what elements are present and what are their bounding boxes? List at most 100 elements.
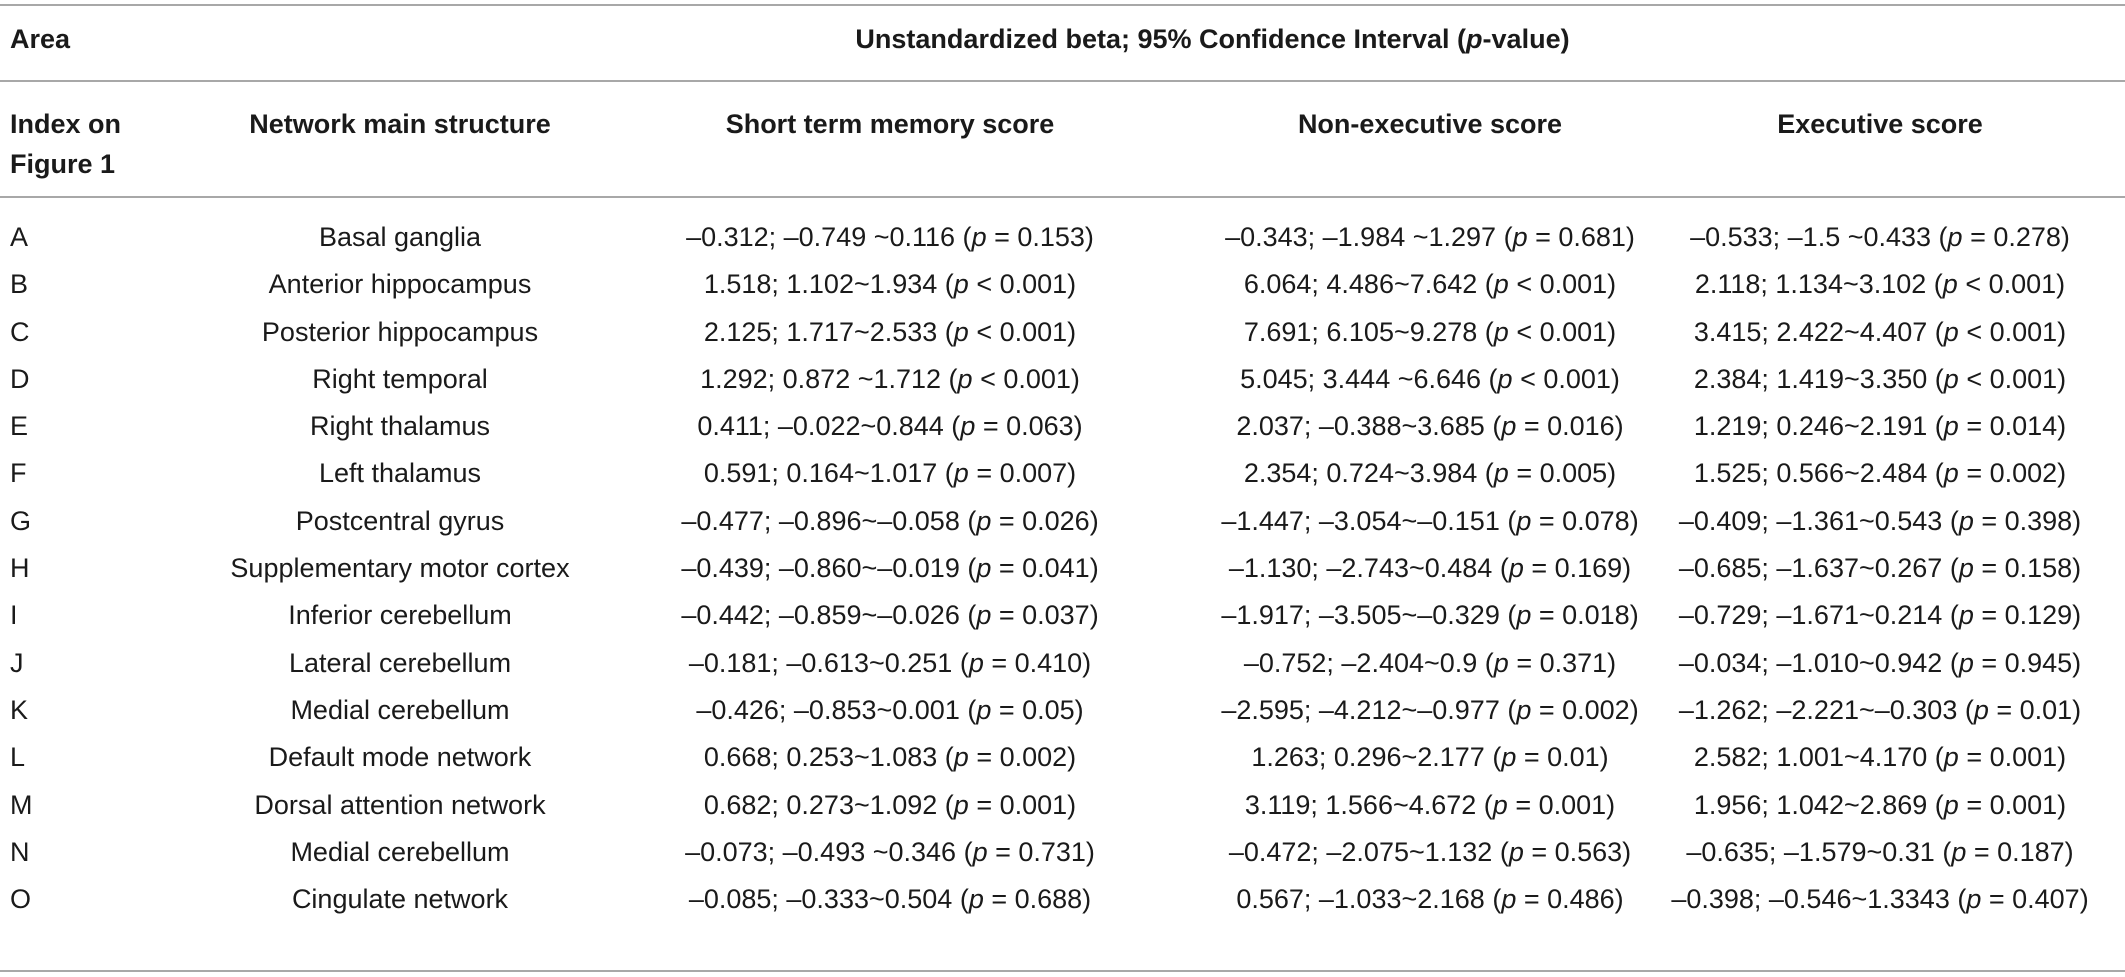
cell-stm-part: p	[976, 694, 992, 725]
cell-exec-part: 3.415; 2.422~4.407 (	[1693, 316, 1944, 347]
cell-stm-part: p	[960, 411, 976, 442]
cell-exec-part: –0.409; –1.361~0.543 (	[1678, 505, 1959, 536]
cell-stm: 1.518; 1.102~1.934 (p < 0.001)	[620, 261, 1160, 308]
cell-stm-part: –0.477; –0.896~–0.058 (	[681, 505, 977, 536]
table-row: G Postcentral gyrus –0.477; –0.896~–0.058 …	[0, 498, 2125, 545]
cell-exec-part: < 0.001)	[1957, 269, 2066, 300]
cell-nonexec-part: p	[1516, 600, 1532, 631]
cell-nonexec-part: 2.354; 0.724~3.984 (	[1243, 458, 1494, 489]
cell-exec: –0.685; –1.637~0.267 (p = 0.158)	[1640, 545, 2120, 592]
cell-nonexec-part: = 0.371)	[1508, 647, 1617, 678]
cell-stm: –0.439; –0.860~–0.019 (p = 0.041)	[620, 545, 1160, 592]
cell-nonexec-part: 2.037; –0.388~3.685 (	[1236, 411, 1502, 442]
cell-nonexec-part: p	[1493, 647, 1509, 678]
cell-exec-part: 2.384; 1.419~3.350 (	[1693, 363, 1944, 394]
cell-index: B	[10, 269, 29, 300]
cell-stm-part: = 0.007)	[968, 458, 1077, 489]
cell-stm: 0.682; 0.273~1.092 (p = 0.001)	[620, 782, 1160, 829]
cell-nonexec-part: = 0.005)	[1508, 458, 1617, 489]
cell-nonexec-part: p	[1508, 836, 1524, 867]
cell-nonexec: –1.130; –2.743~0.484 (p = 0.169)	[1140, 545, 1720, 592]
table-row: L Default mode network 0.668; 0.253~1.083 …	[0, 734, 2125, 781]
cell-nonexec-part: = 0.486)	[1516, 884, 1624, 915]
cell-index: O	[10, 884, 32, 915]
cell-nonexec: –0.472; –2.075~1.132 (p = 0.563)	[1140, 829, 1720, 876]
cell-exec: –0.398; –0.546~1.3343 (p = 0.407)	[1640, 876, 2120, 923]
cell-stm: 0.668; 0.253~1.083 (p = 0.002)	[620, 734, 1160, 781]
table-row: F Left thalamus 0.591; 0.164~1.017 (p = 0.…	[0, 450, 2125, 497]
cell-exec-part: = 0.407)	[1981, 884, 2089, 915]
cell-stm-part: –0.181; –0.613~0.251 (	[688, 647, 969, 678]
cell-structure: Basal ganglia	[318, 222, 482, 252]
cell-stm-part: p	[957, 363, 973, 394]
column-header-index-line1: Index on	[10, 109, 122, 139]
cell-nonexec-part: –0.343; –1.984 ~1.297 (	[1225, 222, 1513, 252]
cell-stm: 0.591; 0.164~1.017 (p = 0.007)	[620, 450, 1160, 497]
cell-nonexec-part: p	[1516, 694, 1532, 725]
cell-nonexec: 6.064; 4.486~7.642 (p < 0.001)	[1140, 261, 1720, 308]
cell-structure: Cingulate network	[291, 884, 509, 915]
cell-nonexec-part: p	[1501, 742, 1517, 773]
cell-stm-part: p	[972, 836, 988, 867]
cell-nonexec: –1.917; –3.505~–0.329 (p = 0.018)	[1140, 592, 1720, 639]
cell-stm-part: < 0.001)	[968, 269, 1077, 300]
cell-exec-part: –0.635; –1.579~0.31 (	[1686, 836, 1952, 867]
cell-nonexec-part: = 0.001)	[1507, 789, 1616, 820]
cell-index: G	[10, 505, 32, 536]
cell-stm-part: p	[976, 600, 992, 631]
cell-nonexec-part: 7.691; 6.105~9.278 (	[1243, 316, 1494, 347]
cell-structure: Supplementary motor cortex	[230, 553, 570, 584]
cell-exec-part: p	[1943, 363, 1959, 394]
cell-nonexec-part: p	[1501, 884, 1517, 915]
cell-exec-part: p	[1943, 742, 1959, 773]
cell-stm-part: = 0.410)	[983, 647, 1092, 678]
cell-index: I	[10, 600, 18, 631]
cell-stm-part: –0.073; –0.493 ~0.346 (	[685, 836, 973, 867]
cell-stm-part: = 0.026)	[991, 505, 1099, 536]
cell-nonexec-part: = 0.078)	[1531, 505, 1639, 536]
cell-exec-part: p	[1958, 505, 1974, 536]
cell-nonexec-part: –0.752; –2.404~0.9 (	[1243, 647, 1494, 678]
cell-stm-part: = 0.05)	[991, 694, 1084, 725]
cell-exec: 2.582; 1.001~4.170 (p = 0.001)	[1640, 734, 2120, 781]
cell-exec-part: = 0.945)	[1973, 647, 2082, 678]
table-row: C Posterior hippocampus 2.125; 1.717~2.533…	[0, 309, 2125, 356]
cell-nonexec-part: –0.472; –2.075~1.132 (	[1228, 836, 1509, 867]
table-row: D Right temporal 1.292; 0.872 ~1.712 (p < …	[0, 356, 2125, 403]
cell-exec-part: p	[1947, 222, 1963, 252]
cell-stm-part: = 0.001)	[968, 789, 1077, 820]
cell-exec-part: p	[1958, 600, 1974, 631]
cell-nonexec-part: p	[1512, 222, 1528, 252]
table-row: A Basal ganglia –0.312; –0.749 ~0.116 (p =…	[0, 214, 2125, 261]
cell-nonexec-part: p	[1493, 269, 1509, 300]
cell-exec-part: p	[1943, 458, 1959, 489]
cell-nonexec: 2.354; 0.724~3.984 (p = 0.005)	[1140, 450, 1720, 497]
cell-exec-part: –0.533; –1.5 ~0.433 (	[1690, 222, 1948, 252]
cell-nonexec: 3.119; 1.566~4.672 (p = 0.001)	[1140, 782, 1720, 829]
cell-exec: 1.525; 0.566~2.484 (p = 0.002)	[1640, 450, 2120, 497]
cell-nonexec: 1.263; 0.296~2.177 (p = 0.01)	[1140, 734, 1720, 781]
cell-exec: –0.533; –1.5 ~0.433 (p = 0.278)	[1640, 214, 2120, 261]
table-row: K Medial cerebellum –0.426; –0.853~0.001 (…	[0, 687, 2125, 734]
cell-nonexec-part: = 0.016)	[1516, 411, 1624, 442]
cell-index: C	[10, 316, 30, 347]
cell-nonexec-part: p	[1493, 458, 1509, 489]
cell-stm-part: p	[953, 269, 969, 300]
cell-exec-part: –0.398; –0.546~1.3343 (	[1671, 884, 1967, 915]
cell-exec-part: p	[1966, 884, 1982, 915]
cell-nonexec-part: < 0.001)	[1508, 269, 1617, 300]
cell-exec-part: p	[1943, 789, 1959, 820]
cell-stm: –0.477; –0.896~–0.058 (p = 0.026)	[620, 498, 1160, 545]
cell-stm-part: = 0.688)	[983, 884, 1092, 915]
cell-stm-part: 0.591; 0.164~1.017 (	[703, 458, 954, 489]
cell-stm: 1.292; 0.872 ~1.712 (p < 0.001)	[620, 356, 1160, 403]
table-body: A Basal ganglia –0.312; –0.749 ~0.116 (p =…	[0, 214, 2125, 923]
cell-stm-part: p	[953, 458, 969, 489]
cell-exec: 2.384; 1.419~3.350 (p < 0.001)	[1640, 356, 2120, 403]
cell-nonexec-part: –1.917; –3.505~–0.329 (	[1221, 600, 1517, 631]
cell-exec-part: –0.729; –1.671~0.214 (	[1678, 600, 1959, 631]
cell-nonexec: 7.691; 6.105~9.278 (p < 0.001)	[1140, 309, 1720, 356]
cell-index: H	[10, 553, 30, 584]
cell-stm-part: 1.518; 1.102~1.934 (	[703, 269, 954, 300]
